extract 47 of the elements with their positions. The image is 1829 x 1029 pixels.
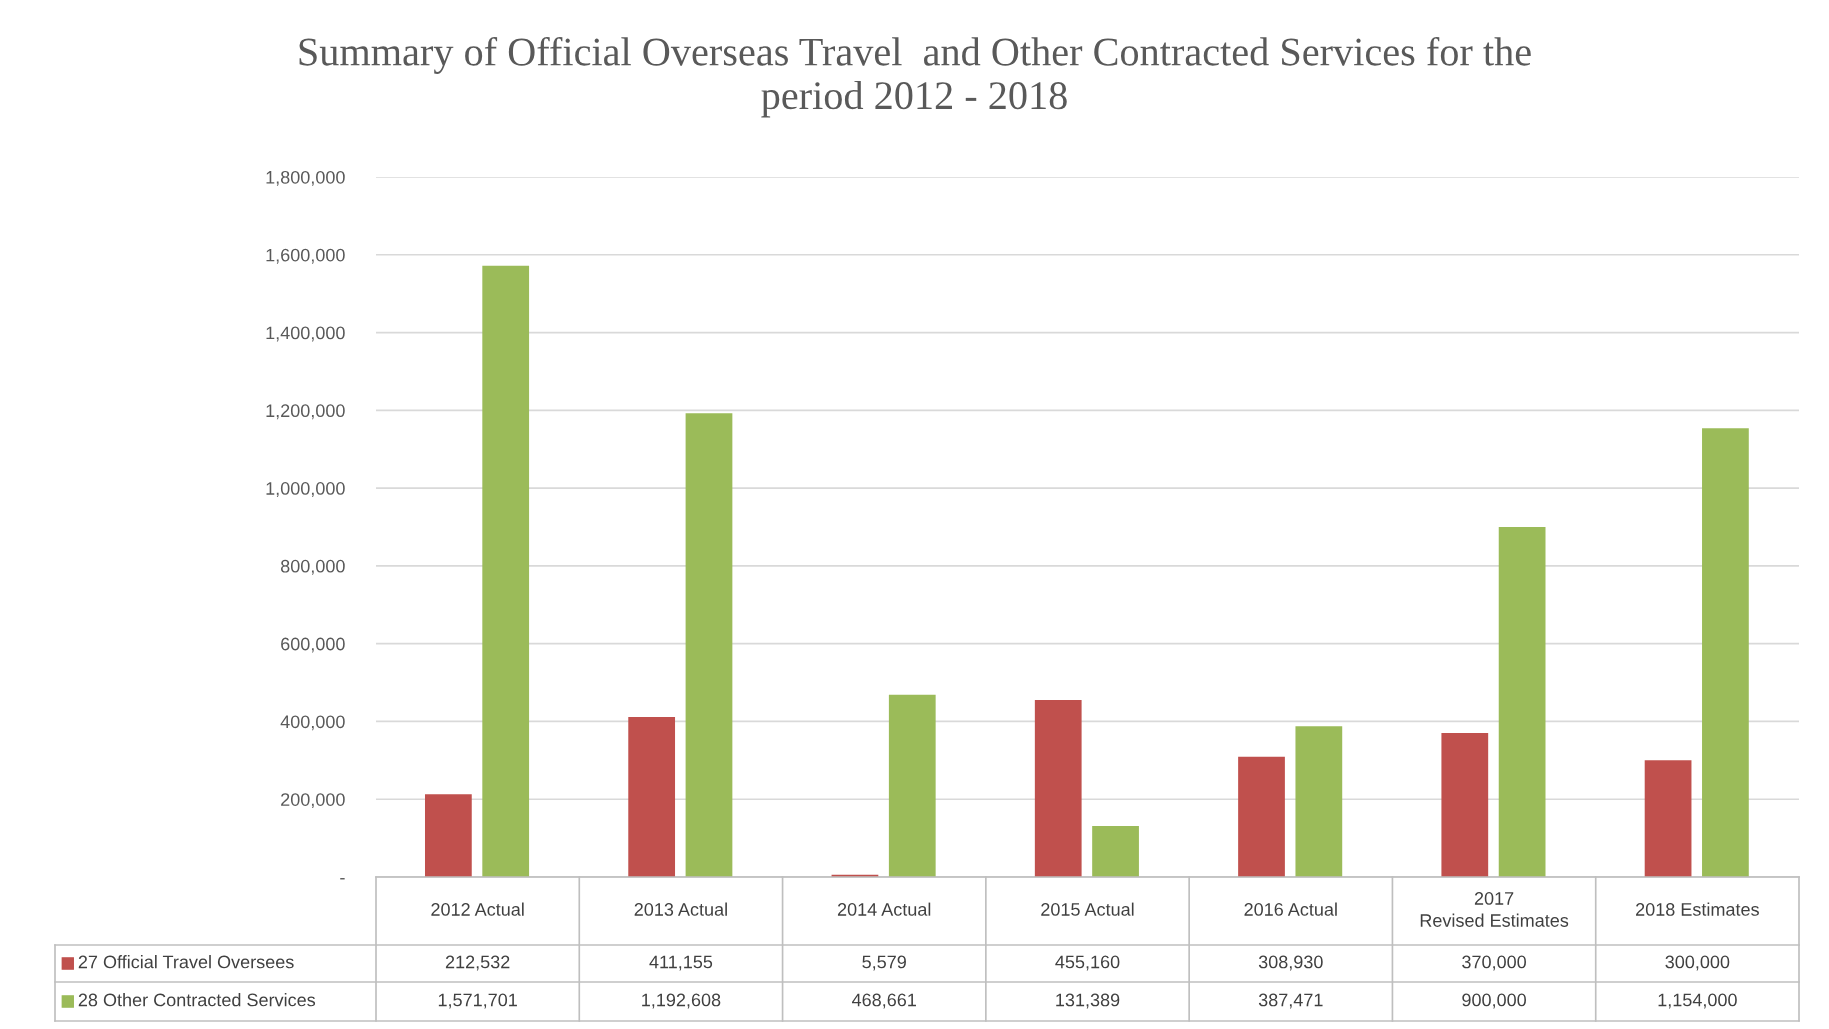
y-tick-label: 1,800,000 [266, 170, 345, 186]
bar [424, 794, 472, 877]
y-tick-label: 1,400,000 [266, 326, 345, 342]
x-tick-label: 2012 Actual [431, 902, 524, 916]
bar [1295, 726, 1343, 877]
bar [1238, 756, 1285, 877]
legend-label: 28 Other Contracted Services [78, 993, 316, 1007]
data-label: 411,155 [649, 955, 713, 971]
x-tick-label: 2013 Actual [634, 902, 727, 916]
x-tick-label: 2018 Estimates [1636, 902, 1759, 916]
x-tick-label: 2016 Actual [1244, 902, 1337, 916]
bar [888, 694, 936, 877]
data-label: 455,160 [1055, 955, 1120, 971]
bar [1441, 733, 1489, 877]
data-label: 900,000 [1462, 993, 1526, 1009]
data-label: 5,579 [862, 955, 906, 971]
x-tick-label: 2015 Actual [1041, 902, 1134, 916]
bar [1702, 428, 1749, 877]
data-label: 1,192,608 [642, 993, 721, 1009]
bar [482, 265, 530, 877]
data-label: 387,471 [1258, 993, 1323, 1009]
chart-title: Summary of Official Overseas Travel and Other Contracted Services for the period 2012 - 2018 [299, 36, 1531, 118]
y-tick-label: 400,000 [280, 715, 345, 731]
bar [1092, 825, 1139, 877]
y-tick-label: 1,600,000 [266, 248, 345, 264]
bar [628, 717, 676, 877]
bar [1498, 527, 1546, 877]
y-tick-label: - [340, 878, 345, 880]
bar [1644, 760, 1692, 877]
data-label: 212,532 [445, 955, 510, 971]
legend-label: 27 Official Travel Oversees [78, 955, 294, 969]
y-tick-label: 800,000 [280, 559, 345, 575]
y-tick-label: 600,000 [281, 637, 345, 653]
bar [685, 413, 733, 877]
data-label: 1,571,701 [438, 993, 517, 1009]
data-label: 300,000 [1665, 955, 1730, 971]
x-tick-label: 2014 Actual [837, 902, 931, 916]
data-label: 308,930 [1258, 955, 1323, 971]
y-tick-label: 1,000,000 [266, 482, 345, 497]
bar [1034, 699, 1082, 877]
data-label: 468,661 [852, 993, 916, 1009]
data-label: 370,000 [1462, 955, 1526, 971]
x-tick-label: 2017 Revised Estimates [1420, 892, 1569, 927]
y-tick-label: 1,200,000 [266, 404, 345, 420]
data-label: 1,154,000 [1658, 993, 1737, 1009]
data-label: 131,389 [1056, 993, 1120, 1009]
y-tick-label: 200,000 [281, 793, 345, 809]
